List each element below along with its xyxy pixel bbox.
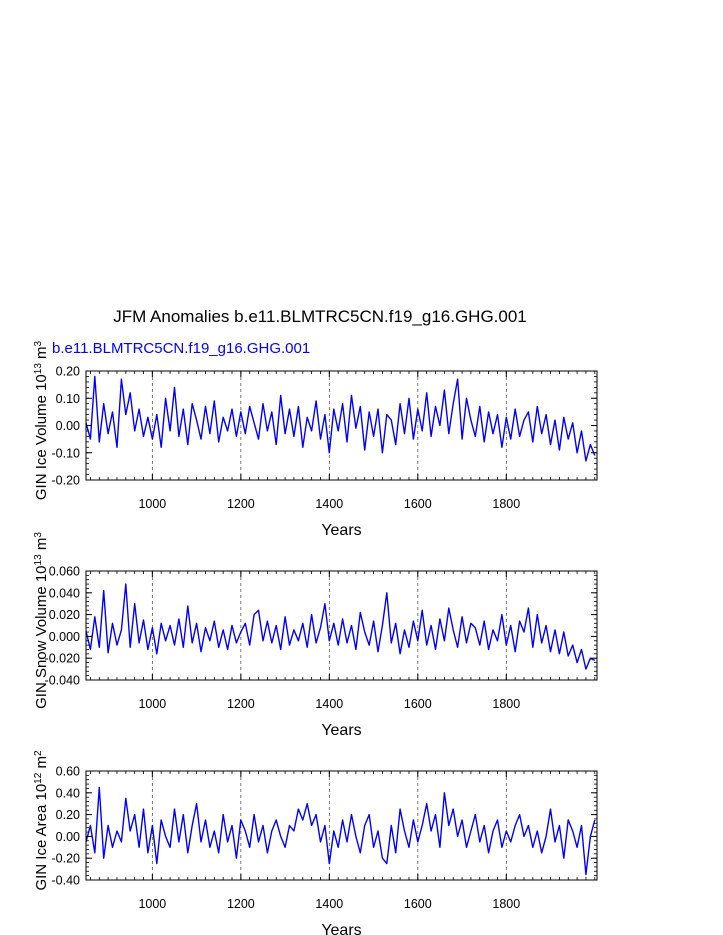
snow-volume-panel: 1000 1200 1400 1600 1800 -0.040 -0.020 0.000 0.0… bbox=[33, 532, 598, 739]
ice-volume-y-axis-title-superscript: 3 bbox=[33, 340, 44, 346]
ice-area-y-tick-label: -0.40 bbox=[52, 874, 81, 888]
ice-area-x-tick-label: 1800 bbox=[492, 897, 520, 911]
snow-volume-y-tick-label: 0.020 bbox=[49, 608, 80, 622]
ice-volume-y-tick-label: -0.20 bbox=[52, 474, 81, 488]
ice-area-panel: 1000 1200 1400 1600 1800 -0.40 -0.20 0.00 0.20 0.… bbox=[33, 750, 598, 935]
snow-volume-y-axis-title-part: GIN Snow Volume 10 bbox=[33, 565, 50, 708]
ice-area-y-tick-label: -0.20 bbox=[52, 852, 81, 866]
ice-volume-x-tick-label: 1400 bbox=[315, 497, 343, 511]
ice-area-y-axis-title-part: m bbox=[33, 756, 50, 773]
snow-volume-y-axis-title-superscript: 3 bbox=[33, 532, 44, 538]
ice-area-y-tick-label: 0.60 bbox=[56, 765, 80, 779]
ice-area-x-tick-label: 1600 bbox=[404, 897, 432, 911]
snow-volume-y-axis-title: GIN Snow Volume 1013 m3 bbox=[33, 532, 51, 709]
ice-volume-x-tick-label: 1200 bbox=[227, 497, 255, 511]
ice-area-y-tick-label: 0.20 bbox=[56, 808, 80, 822]
ice-volume-x-axis-title: Years bbox=[321, 522, 361, 539]
snow-volume-y-tick-label: 0.060 bbox=[49, 565, 80, 579]
ice-volume-y-tick-label: -0.10 bbox=[52, 446, 81, 460]
snow-volume-x-axis-title: Years bbox=[321, 722, 361, 739]
ice-area-plot-frame bbox=[85, 770, 598, 881]
snow-volume-y-tick-label: 0.040 bbox=[49, 586, 80, 600]
ice-volume-y-axis-title: GIN Ice Volume 1013 m3 bbox=[33, 340, 51, 500]
ice-volume-x-tick-label: 1600 bbox=[404, 497, 432, 511]
ice-volume-panel: 1000 1200 1400 1600 1800 -0.20 -0.10 0.00 0.10 0.… bbox=[33, 340, 598, 539]
ice-area-y-axis-title-part: GIN Ice Area 10 bbox=[33, 784, 50, 891]
ice-area-x-axis-title: Years bbox=[321, 922, 361, 935]
ice-volume-series-line bbox=[85, 375, 596, 462]
snow-volume-y-tick-label: -0.020 bbox=[45, 652, 80, 666]
ice-volume-y-tick-label: 0.20 bbox=[56, 365, 80, 379]
case-label: b.e11.BLMTRC5CN.f19_g16.GHG.001 bbox=[52, 340, 310, 357]
snow-volume-y-axis-title-part: m bbox=[33, 538, 50, 555]
ice-volume-y-axis-title-part: m bbox=[33, 346, 50, 363]
ice-area-y-tick-label: 0.00 bbox=[56, 830, 80, 844]
snow-volume-x-tick-label: 1600 bbox=[404, 697, 432, 711]
ice-area-y-axis-title-superscript: 12 bbox=[33, 772, 44, 784]
ice-volume-y-tick-label: 0.10 bbox=[56, 392, 80, 406]
snow-volume-y-axis-title-superscript: 13 bbox=[33, 554, 44, 566]
snow-volume-x-tick-label: 1000 bbox=[138, 697, 166, 711]
ice-volume-y-tick-label: 0.00 bbox=[56, 419, 80, 433]
ice-area-series-line bbox=[85, 786, 596, 876]
ice-volume-y-axis-title-superscript: 13 bbox=[33, 363, 44, 375]
ice-area-x-tick-label: 1000 bbox=[138, 897, 166, 911]
snow-volume-x-tick-label: 1400 bbox=[315, 697, 343, 711]
ice-volume-y-axis-title-part: GIN Ice Volume 10 bbox=[33, 374, 50, 500]
snow-volume-y-tick-label: 0.000 bbox=[49, 630, 80, 644]
ice-volume-x-tick-label: 1000 bbox=[138, 497, 166, 511]
snow-volume-x-tick-label: 1800 bbox=[492, 697, 520, 711]
ice-area-x-tick-label: 1400 bbox=[315, 897, 343, 911]
ice-area-y-axis-title: GIN Ice Area 1012 m2 bbox=[33, 750, 51, 891]
figure-title: JFM Anomalies b.e11.BLMTRC5CN.f19_g16.GH… bbox=[113, 307, 527, 326]
ice-area-y-axis-title-superscript: 2 bbox=[33, 750, 44, 756]
ice-area-x-tick-label: 1200 bbox=[227, 897, 255, 911]
panels-group: 1000 1200 1400 1600 1800 -0.20 -0.10 0.00 0.10 0.… bbox=[33, 340, 598, 935]
snow-volume-series-line bbox=[85, 583, 596, 670]
ice-area-y-tick-label: 0.40 bbox=[56, 786, 80, 800]
snow-volume-x-tick-label: 1200 bbox=[227, 697, 255, 711]
ice-volume-x-tick-label: 1800 bbox=[492, 497, 520, 511]
snow-volume-plot-frame bbox=[85, 570, 598, 681]
snow-volume-y-tick-label: -0.040 bbox=[45, 674, 80, 688]
